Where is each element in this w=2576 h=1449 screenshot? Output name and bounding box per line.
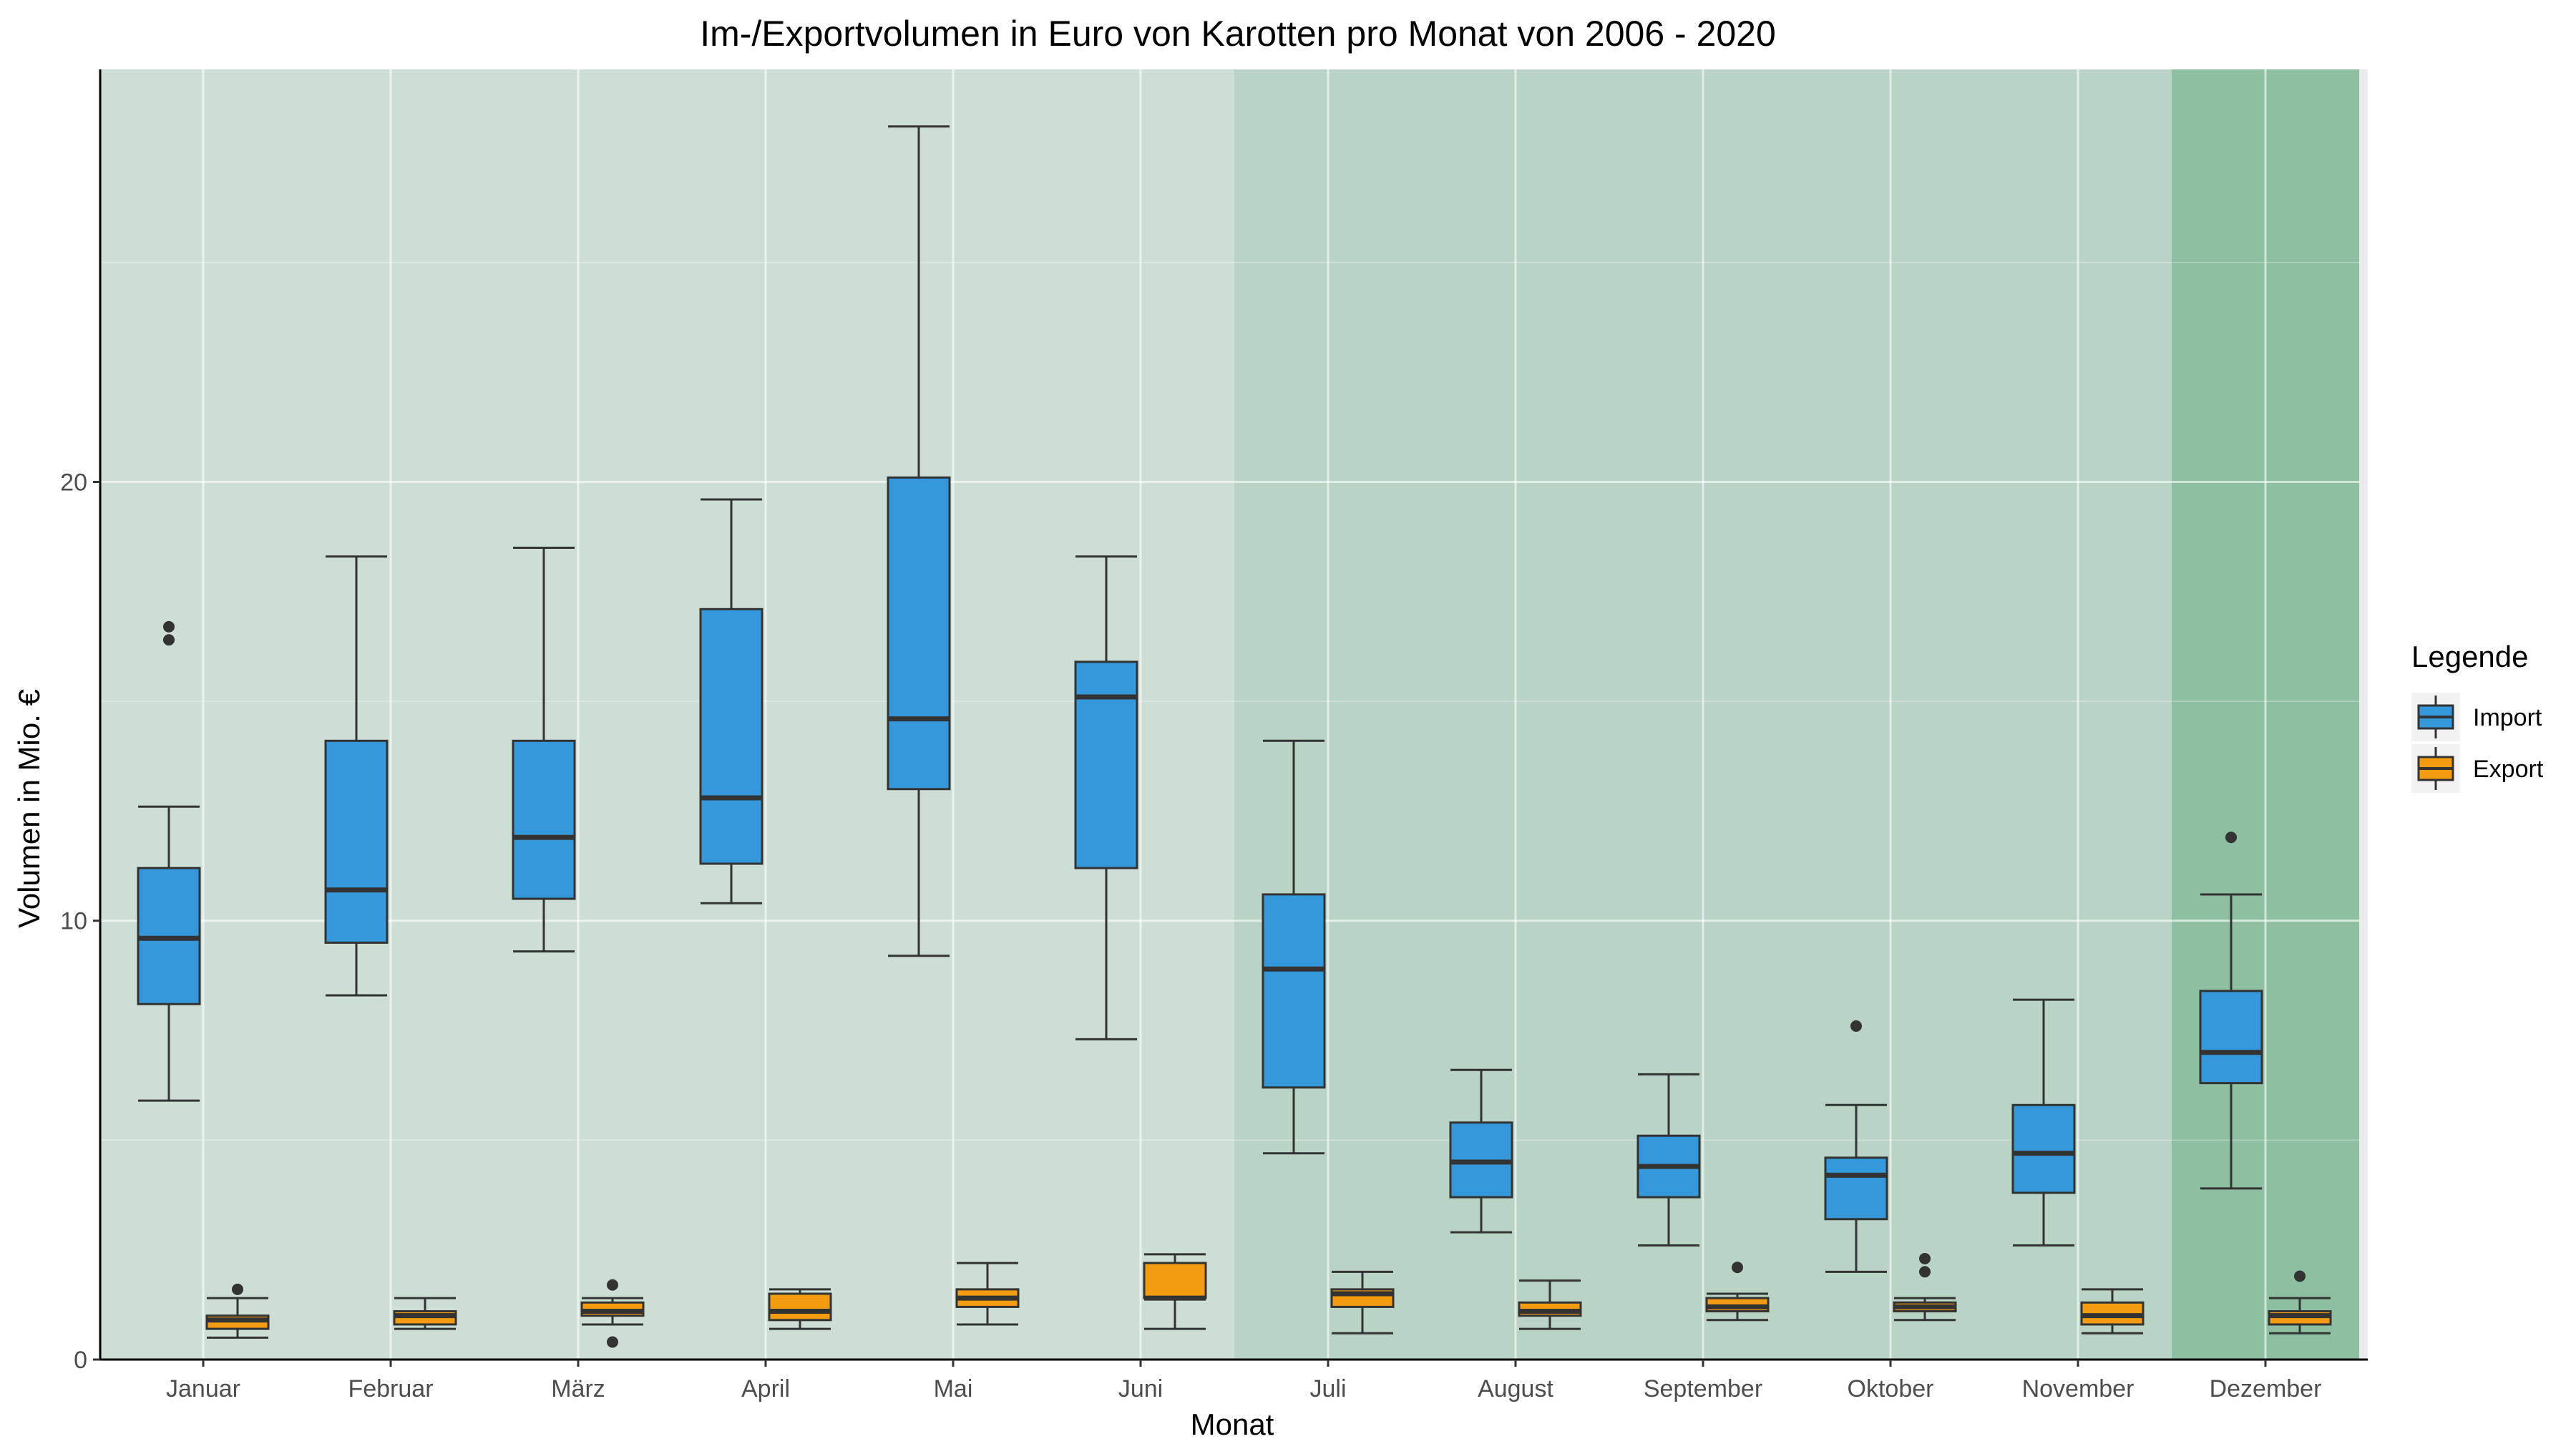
outlier-point bbox=[607, 1336, 618, 1348]
outlier-point bbox=[2225, 831, 2237, 844]
tick-labels: 0 10 20 Januar Februar März April Mai Juni Juli Au… bbox=[60, 469, 2321, 1402]
outlier-point bbox=[1919, 1252, 1931, 1264]
box-import-0 bbox=[137, 620, 201, 1102]
box-import-10 bbox=[2011, 998, 2076, 1247]
x-tick-label: Oktober bbox=[1848, 1375, 1934, 1402]
outlier-point bbox=[163, 634, 175, 646]
axes bbox=[93, 69, 2368, 1367]
box-iqr bbox=[1262, 893, 1326, 1089]
box-export-6 bbox=[1330, 1270, 1395, 1335]
box-export-7 bbox=[1518, 1279, 1582, 1330]
y-axis-title: Volumen in Mio. € bbox=[12, 689, 46, 928]
box-export-3 bbox=[768, 1288, 832, 1330]
x-tick-label: Juli bbox=[1309, 1375, 1346, 1402]
box-export-2 bbox=[580, 1279, 645, 1348]
y-tick-label: 0 bbox=[74, 1347, 87, 1374]
x-tick-label: Februar bbox=[348, 1375, 433, 1402]
panel-margin bbox=[2359, 69, 2368, 1360]
outlier-point bbox=[1732, 1262, 1743, 1274]
legend-label-import: Import bbox=[2473, 704, 2542, 731]
box-iqr bbox=[1824, 1156, 1888, 1221]
box-export-4 bbox=[955, 1262, 1020, 1326]
box-export-0 bbox=[205, 1283, 270, 1339]
box-import-4 bbox=[887, 125, 951, 957]
box-export-5 bbox=[1143, 1253, 1207, 1330]
x-tick-label: Juni bbox=[1118, 1375, 1163, 1402]
outlier-point bbox=[1850, 1020, 1862, 1032]
chart-title: Im-/Exportvolumen in Euro von Karotten p… bbox=[700, 14, 1776, 54]
box-import-1 bbox=[324, 555, 389, 997]
box-export-11 bbox=[2268, 1270, 2332, 1335]
outlier-point bbox=[163, 620, 175, 633]
x-tick-label: September bbox=[1644, 1375, 1762, 1402]
x-tick-label: Mai bbox=[934, 1375, 973, 1402]
box-iqr bbox=[1143, 1262, 1207, 1299]
box-iqr bbox=[2199, 990, 2263, 1085]
box-iqr bbox=[512, 739, 576, 900]
legend-title: Legende bbox=[2411, 640, 2529, 673]
box-import-7 bbox=[1449, 1068, 1513, 1234]
outlier-point bbox=[232, 1283, 243, 1295]
x-tick-label: Januar bbox=[166, 1375, 240, 1402]
outlier-point bbox=[607, 1279, 618, 1291]
outlier-point bbox=[1919, 1266, 1931, 1278]
box-iqr bbox=[324, 739, 389, 944]
season-band bbox=[100, 69, 1234, 1360]
box-import-8 bbox=[1636, 1073, 1701, 1247]
box-import-9 bbox=[1824, 1020, 1888, 1273]
x-tick-label: Dezember bbox=[2210, 1375, 2322, 1402]
box-export-10 bbox=[2080, 1288, 2145, 1335]
y-tick-label: 10 bbox=[60, 908, 87, 935]
box-import-3 bbox=[699, 498, 763, 904]
box-export-9 bbox=[1893, 1252, 1957, 1322]
box-series bbox=[137, 125, 2332, 1348]
box-iqr bbox=[887, 476, 951, 791]
legend-key-import bbox=[2411, 693, 2460, 741]
box-iqr bbox=[1074, 660, 1138, 869]
outlier-point bbox=[2294, 1270, 2306, 1282]
box-iqr bbox=[699, 608, 763, 865]
box-export-1 bbox=[393, 1297, 457, 1330]
y-tick-label: 20 bbox=[60, 469, 87, 496]
legend: Legende Import Export bbox=[2411, 640, 2544, 793]
box-import-11 bbox=[2199, 831, 2263, 1190]
x-tick-label: April bbox=[741, 1375, 790, 1402]
x-tick-label: August bbox=[1478, 1375, 1553, 1402]
box-import-5 bbox=[1074, 555, 1138, 1040]
box-iqr bbox=[768, 1292, 832, 1322]
x-axis-title: Monat bbox=[1191, 1407, 1274, 1441]
x-tick-label: November bbox=[2022, 1375, 2135, 1402]
box-export-8 bbox=[1705, 1262, 1770, 1322]
box-iqr bbox=[2011, 1103, 2076, 1194]
x-tick-label: März bbox=[551, 1375, 605, 1402]
legend-label-export: Export bbox=[2473, 756, 2544, 783]
legend-key-export bbox=[2411, 744, 2460, 793]
box-import-2 bbox=[512, 546, 576, 953]
box-import-6 bbox=[1262, 739, 1326, 1155]
